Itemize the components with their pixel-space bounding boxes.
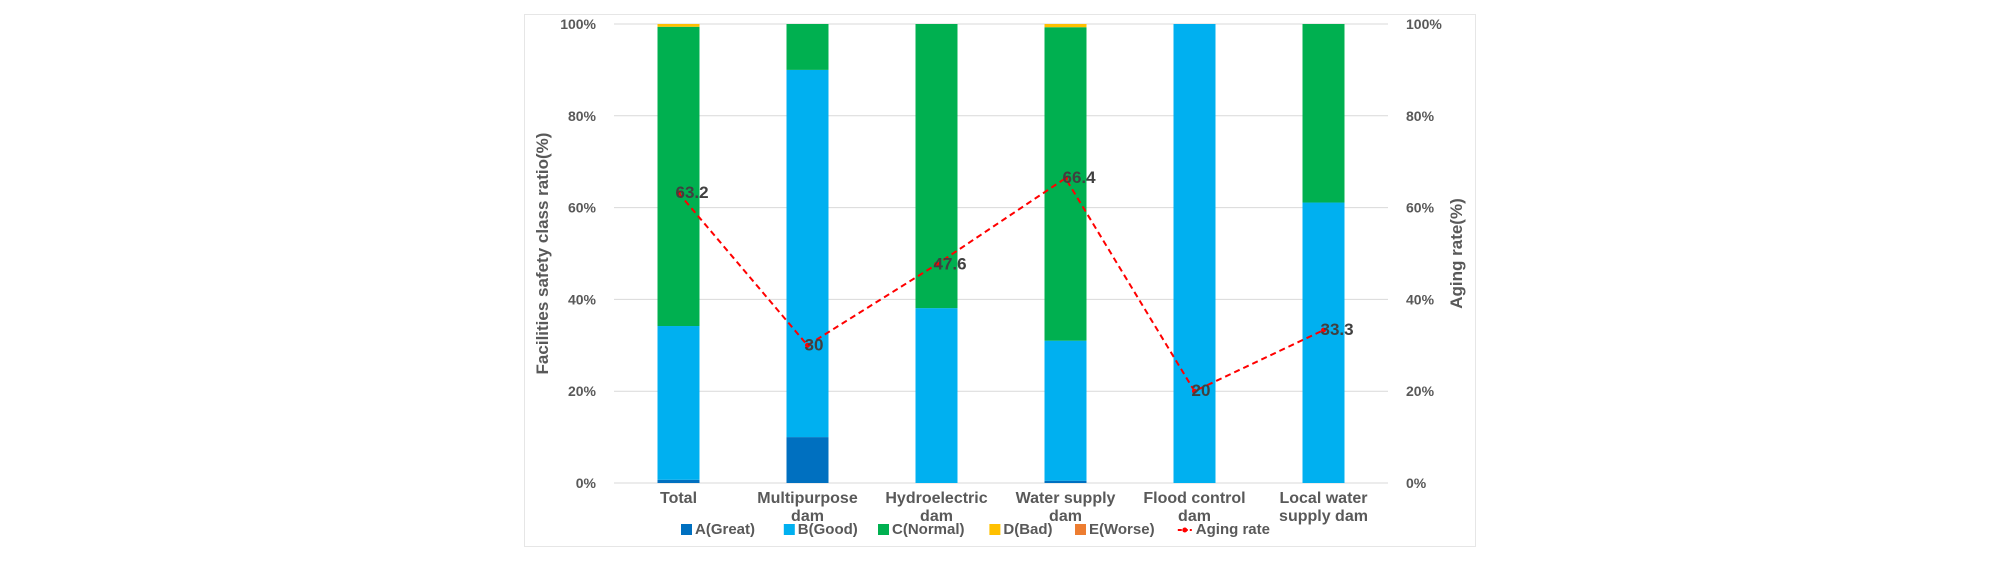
bar-segment — [657, 479, 700, 483]
x-tick-label: Hydroelectric — [885, 490, 987, 507]
aging-rate-point — [805, 342, 810, 348]
aging-rate-data-label: 20 — [1192, 381, 1211, 400]
y-tick-label: 60% — [568, 200, 597, 216]
aging-rate-point — [1063, 175, 1068, 181]
y-tick-label: 100% — [560, 16, 596, 32]
y-tick-label: 20% — [568, 383, 597, 399]
x-tick-label: Multipurpose — [757, 490, 858, 507]
bar-segment — [1044, 24, 1087, 28]
y2-tick-label: 20% — [1406, 383, 1435, 399]
aging-rate-data-label: 66.4 — [1063, 168, 1097, 187]
bar-segment — [915, 24, 958, 309]
legend-swatch — [783, 524, 795, 535]
legend-swatch — [878, 524, 889, 535]
x-tick-label: supply dam — [1279, 508, 1368, 525]
legend-swatch — [1075, 524, 1086, 535]
y-tick-label: 40% — [568, 291, 597, 307]
aging-rate-data-label: 47.6 — [934, 255, 967, 274]
bar-segment — [915, 308, 958, 483]
aging-rate-point — [676, 190, 681, 196]
bar-segment — [1302, 202, 1345, 483]
x-tick-label: dam — [1049, 508, 1082, 525]
aging-rate-data-label: 63.2 — [676, 183, 709, 202]
chart-area-border — [524, 14, 1476, 547]
bar-segment — [1302, 24, 1345, 203]
x-tick-label: dam — [1178, 508, 1211, 525]
legend-label: D(Bad) — [1003, 521, 1052, 538]
bar-segment — [786, 69, 829, 438]
x-tick-label: Water supply — [1016, 490, 1116, 507]
bar-segment — [1044, 340, 1087, 481]
x-tick-label: dam — [920, 508, 953, 525]
bar-segment — [1173, 24, 1216, 483]
y2-tick-label: 60% — [1406, 200, 1435, 216]
x-tick-label: Flood control — [1143, 490, 1245, 507]
legend-line-marker — [1182, 527, 1188, 533]
y2-axis-title: Aging rate(%) — [1447, 198, 1466, 309]
legend-label: A(Great) — [695, 521, 755, 538]
legend-label: C(Normal) — [892, 521, 965, 538]
aging-rate-point — [1192, 388, 1197, 394]
bar-segment — [1044, 480, 1087, 483]
legend-label: E(Worse) — [1089, 521, 1155, 538]
y2-tick-label: 0% — [1406, 475, 1427, 491]
legend-swatch — [989, 524, 1001, 535]
bar-segment — [657, 326, 700, 480]
aging-rate-point — [934, 262, 939, 268]
legend-label: Aging rate — [1196, 521, 1270, 538]
y2-tick-label: 40% — [1406, 291, 1435, 307]
y2-tick-label: 100% — [1406, 16, 1442, 32]
y2-tick-label: 80% — [1406, 108, 1435, 124]
bar-segment — [786, 24, 829, 70]
aging-rate-point — [1321, 327, 1326, 333]
x-tick-label: Total — [660, 490, 697, 507]
x-tick-label: Local water — [1279, 490, 1367, 507]
x-tick-label: dam — [791, 508, 824, 525]
bar-segment — [657, 26, 700, 327]
bar-segment — [786, 437, 829, 483]
y-axis-title: Facilities safety class ratio(%) — [533, 133, 552, 375]
legend-label: B(Good) — [798, 521, 858, 538]
aging-rate-line — [677, 176, 1324, 393]
y-tick-label: 80% — [568, 108, 597, 124]
legend-swatch — [681, 524, 692, 535]
bar-segment — [1044, 27, 1087, 341]
bar-segment — [657, 24, 700, 27]
aging-rate-data-label: 33.3 — [1321, 320, 1354, 339]
aging-rate-data-label: 30 — [805, 335, 824, 354]
y-tick-label: 0% — [576, 475, 597, 491]
